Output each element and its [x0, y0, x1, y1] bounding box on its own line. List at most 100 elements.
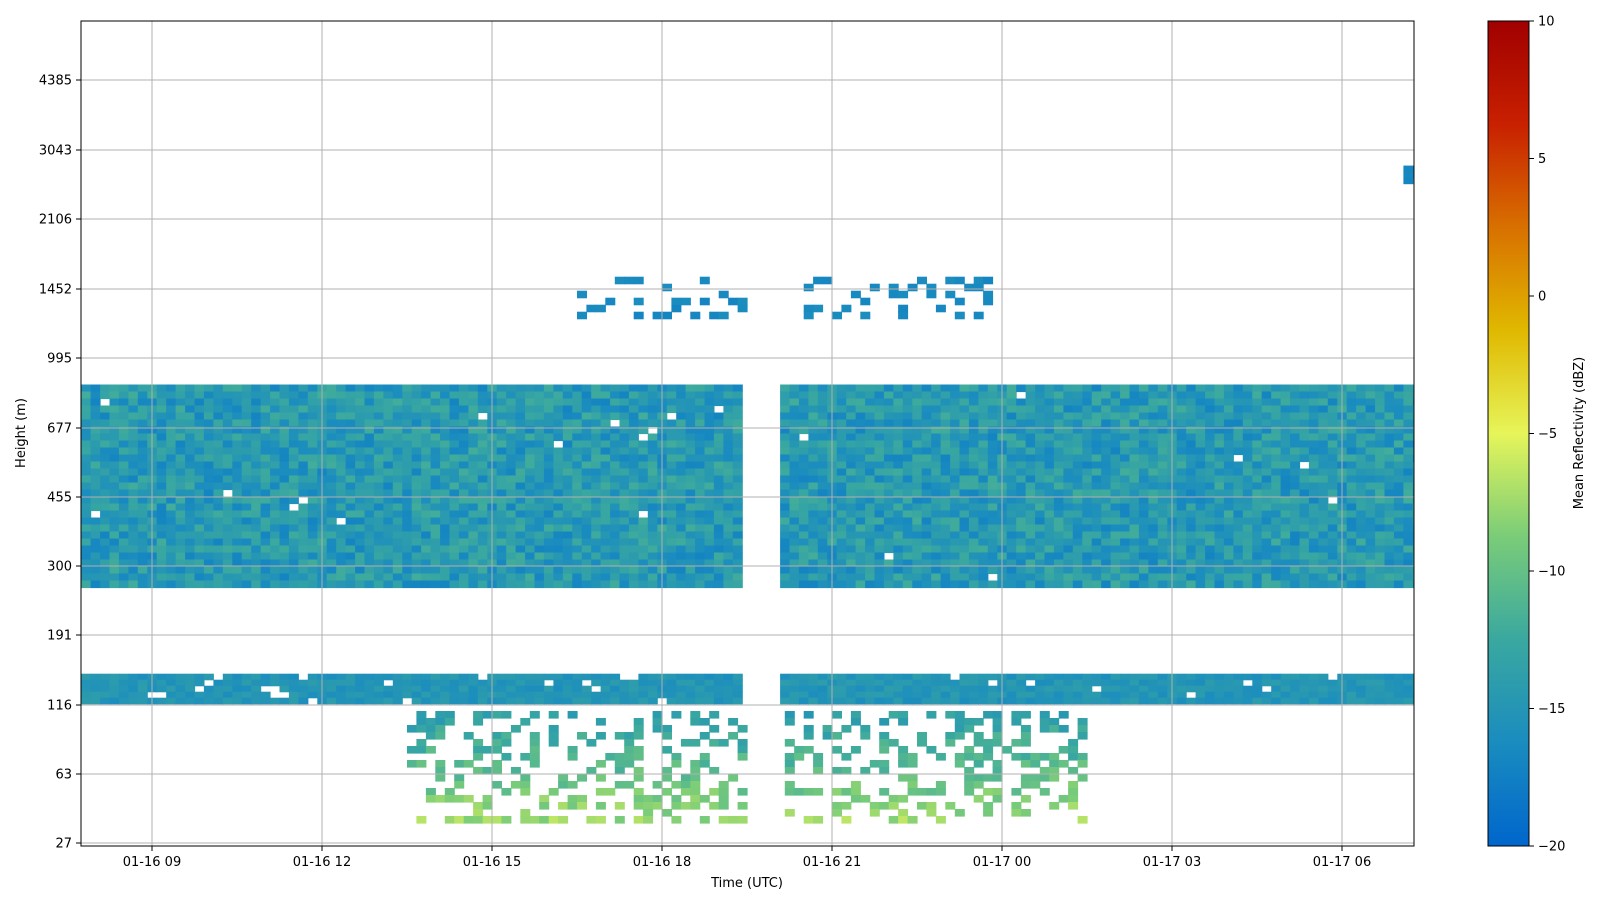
- reflectivity-cell: [270, 697, 281, 705]
- reflectivity-cell: [1318, 559, 1329, 568]
- reflectivity-cell: [1072, 496, 1083, 505]
- reflectivity-cell: [1186, 531, 1197, 540]
- reflectivity-cell: [638, 475, 649, 484]
- reflectivity-cell: [732, 552, 743, 561]
- reflectivity-cell: [1072, 503, 1083, 512]
- reflectivity-cell: [624, 781, 635, 789]
- reflectivity-cell: [1044, 461, 1055, 470]
- reflectivity-cell: [109, 552, 120, 561]
- reflectivity-cell: [1101, 426, 1112, 435]
- reflectivity-cell: [1299, 384, 1310, 393]
- reflectivity-cell: [780, 419, 791, 428]
- reflectivity-cell: [865, 426, 876, 435]
- reflectivity-cell: [458, 524, 469, 533]
- reflectivity-cell: [808, 440, 819, 449]
- reflectivity-cell: [468, 426, 479, 435]
- reflectivity-cell: [251, 384, 262, 393]
- reflectivity-cell: [855, 503, 866, 512]
- reflectivity-cell: [1356, 517, 1367, 526]
- reflectivity-cell: [912, 673, 923, 681]
- reflectivity-cell: [1422, 497, 1432, 505]
- reflectivity-cell: [1327, 412, 1338, 421]
- reflectivity-cell: [855, 461, 866, 470]
- reflectivity-cell: [222, 531, 233, 540]
- reflectivity-cell: [987, 496, 998, 505]
- reflectivity-cell: [935, 781, 946, 789]
- reflectivity-cell: [1205, 580, 1216, 589]
- reflectivity-cell: [1044, 419, 1055, 428]
- reflectivity-cell: [860, 795, 871, 803]
- reflectivity-cell: [1422, 476, 1432, 484]
- reflectivity-cell: [203, 559, 214, 568]
- reflectivity-cell: [699, 816, 710, 824]
- reflectivity-cell: [968, 391, 979, 400]
- reflectivity-cell: [959, 566, 970, 575]
- reflectivity-cell: [458, 426, 469, 435]
- reflectivity-cell: [817, 489, 828, 498]
- reflectivity-cell: [1327, 510, 1338, 519]
- reflectivity-cell: [1346, 384, 1357, 393]
- reflectivity-cell: [718, 816, 729, 824]
- reflectivity-cell: [520, 816, 531, 824]
- reflectivity-cell: [1195, 475, 1206, 484]
- reflectivity-cell: [865, 580, 876, 589]
- reflectivity-cell: [1223, 475, 1234, 484]
- reflectivity-cell: [421, 697, 432, 705]
- reflectivity-cell: [1129, 524, 1140, 533]
- reflectivity-cell: [638, 573, 649, 582]
- reflectivity-cell: [600, 531, 611, 540]
- reflectivity-cell: [940, 384, 951, 393]
- reflectivity-cell: [345, 440, 356, 449]
- reflectivity-cell: [780, 461, 791, 470]
- reflectivity-cell: [912, 580, 923, 589]
- reflectivity-cell: [1308, 482, 1319, 491]
- reflectivity-cell: [695, 538, 706, 547]
- reflectivity-cell: [907, 781, 918, 789]
- reflectivity-cell: [156, 517, 167, 526]
- reflectivity-cell: [416, 760, 427, 768]
- reflectivity-cell: [1195, 552, 1206, 561]
- reflectivity-cell: [832, 746, 842, 754]
- reflectivity-cell: [1101, 566, 1112, 575]
- reflectivity-cell: [1138, 531, 1149, 540]
- reflectivity-cell: [1016, 496, 1027, 505]
- reflectivity-cell: [902, 384, 913, 393]
- reflectivity-cell: [1138, 538, 1149, 547]
- reflectivity-cell: [90, 545, 101, 554]
- reflectivity-cell: [1280, 426, 1291, 435]
- reflectivity-cell: [728, 816, 739, 824]
- reflectivity-cell: [912, 398, 923, 407]
- reflectivity-cell: [1138, 697, 1149, 705]
- reflectivity-cell: [383, 697, 394, 705]
- reflectivity-cell: [1035, 573, 1046, 582]
- reflectivity-cell: [203, 673, 214, 681]
- reflectivity-cell: [1214, 673, 1225, 681]
- reflectivity-cell: [515, 440, 526, 449]
- reflectivity-cell: [288, 489, 299, 498]
- reflectivity-cell: [600, 685, 611, 693]
- reflectivity-cell: [902, 419, 913, 428]
- reflectivity-cell: [1120, 691, 1131, 699]
- reflectivity-cell: [203, 412, 214, 421]
- reflectivity-cell: [869, 760, 880, 768]
- reflectivity-cell: [1035, 419, 1046, 428]
- reflectivity-cell: [978, 419, 989, 428]
- reflectivity-cell: [1223, 412, 1234, 421]
- reflectivity-cell: [572, 524, 583, 533]
- reflectivity-cell: [109, 398, 120, 407]
- reflectivity-cell: [1101, 447, 1112, 456]
- reflectivity-cell: [1327, 391, 1338, 400]
- reflectivity-cell: [355, 468, 366, 477]
- reflectivity-cell: [1016, 384, 1027, 393]
- reflectivity-cell: [1082, 447, 1093, 456]
- reflectivity-cell: [392, 538, 403, 547]
- reflectivity-cell: [534, 510, 545, 519]
- reflectivity-cell: [817, 405, 828, 414]
- reflectivity-cell: [945, 739, 956, 747]
- reflectivity-cell: [326, 559, 337, 568]
- reflectivity-cell: [175, 475, 186, 484]
- reflectivity-cell: [279, 475, 290, 484]
- reflectivity-cell: [1044, 524, 1055, 533]
- reflectivity-cell: [222, 517, 233, 526]
- reflectivity-cell: [203, 391, 214, 400]
